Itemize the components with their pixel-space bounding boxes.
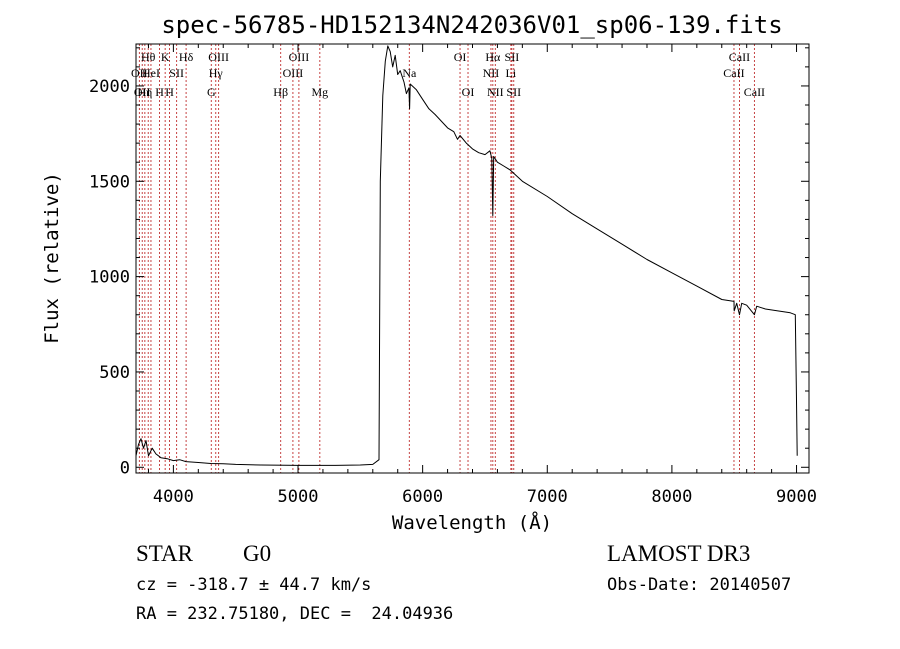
y-tick-label: 1500 [89, 172, 130, 192]
object-type: STAR [136, 541, 194, 566]
spectral-line-label: SII [169, 66, 184, 80]
spectral-line-label: Mg [311, 85, 328, 99]
spectral-line-label: Hα [485, 50, 501, 64]
survey-name: LAMOST DR3 [607, 541, 750, 566]
redshift-cz: cz = -318.7 ± 44.7 km/s [136, 575, 371, 595]
spectral-subclass: G0 [243, 541, 271, 566]
spectral-line-label: OII [134, 85, 151, 99]
x-tick-label: 8000 [651, 487, 692, 507]
spectrum-series-line [135, 45, 798, 466]
spectral-line-label: Hγ [209, 66, 224, 80]
spectral-line-labels: OIIOIIHηHθHeIHKHSIIHδGHγOIIIHβOIIIOIIIMg… [131, 50, 765, 99]
spectral-line-label: Hη [137, 85, 152, 99]
y-tick-label: 2000 [89, 77, 130, 97]
spectral-line-label: CaII [729, 50, 750, 64]
y-axis-ticks: 0 500 1000 1500 2000 [89, 47, 809, 478]
spectral-line-label: Hδ [179, 50, 194, 64]
observation-date: Obs-Date: 20140507 [607, 575, 791, 595]
spectral-line-label: OI [462, 85, 475, 99]
y-tick-label: 0 [120, 458, 130, 478]
x-axis-label: Wavelength (Å) [392, 511, 552, 534]
spectral-line-label: K [161, 50, 170, 64]
spectral-line-label: Hβ [273, 85, 288, 99]
y-tick-label: 1000 [89, 268, 130, 288]
spectral-line-label: G [207, 85, 216, 99]
spectral-line-label: H [155, 85, 164, 99]
spectral-line-label: HeI [142, 66, 160, 80]
x-tick-label: 4000 [153, 487, 194, 507]
spectral-line-label: H [165, 85, 174, 99]
x-tick-label: 9000 [776, 487, 817, 507]
spectral-line-label: OIII [289, 50, 310, 64]
spectral-line-label: OI [454, 50, 467, 64]
spectral-line-label: NII [487, 85, 504, 99]
y-tick-label: 500 [99, 363, 130, 383]
spectral-line-markers [138, 44, 755, 473]
spectral-line-label: OII [131, 66, 148, 80]
spectral-line-label: SII [506, 85, 521, 99]
y-axis-label: Flux (relative) [41, 172, 63, 344]
spectral-line-label: Hθ [141, 50, 156, 64]
x-axis-ticks: 4000 5000 6000 7000 8000 9000 [147, 44, 817, 507]
spectral-line-label: CaII [723, 66, 744, 80]
spectral-line-label: CaII [744, 85, 765, 99]
chart-title: spec-56785-HD152134N242036V01_sp06-139.f… [161, 11, 782, 39]
spectral-line-label: Na [402, 66, 417, 80]
x-tick-label: 7000 [527, 487, 568, 507]
spectral-line-label: Li [506, 66, 517, 80]
plot-frame [135, 43, 810, 474]
spectral-line-label: OIII [208, 50, 229, 64]
x-tick-label: 5000 [278, 487, 319, 507]
spectral-line-label: SII [505, 50, 520, 64]
spectral-line-label: OIII [283, 66, 304, 80]
spectral-line-label: NII [483, 66, 500, 80]
coordinates: RA = 232.75180, DEC = 24.04936 [136, 604, 453, 624]
x-tick-label: 6000 [402, 487, 443, 507]
